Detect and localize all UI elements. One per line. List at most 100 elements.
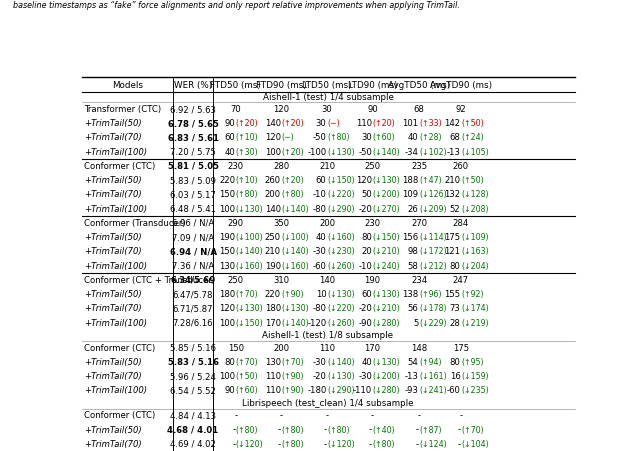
Text: (↑90): (↑90)	[282, 387, 304, 395]
Text: (↓128): (↓128)	[461, 190, 488, 199]
Text: 10: 10	[316, 290, 326, 299]
Text: 100: 100	[219, 318, 236, 327]
Text: (↓260): (↓260)	[327, 318, 355, 327]
Text: +TrimTail(100): +TrimTail(100)	[84, 387, 148, 395]
Text: -90: -90	[358, 318, 372, 327]
Text: 247: 247	[453, 276, 469, 285]
Text: (↓290): (↓290)	[327, 205, 355, 214]
Text: -60: -60	[312, 262, 326, 271]
Text: (↓219): (↓219)	[461, 318, 488, 327]
Text: Conformer (CTC): Conformer (CTC)	[84, 162, 156, 171]
Text: (↑33): (↑33)	[419, 119, 442, 128]
Text: -10: -10	[312, 190, 326, 199]
Text: 7.28/6.16: 7.28/6.16	[173, 318, 213, 327]
Text: (↓124): (↓124)	[419, 440, 447, 449]
Text: (↑30): (↑30)	[236, 148, 259, 157]
Text: 250: 250	[228, 276, 244, 285]
Text: 142: 142	[444, 119, 460, 128]
Text: +TrimTail(100): +TrimTail(100)	[84, 148, 148, 157]
Text: (↓270): (↓270)	[372, 205, 400, 214]
Text: 170: 170	[365, 344, 381, 353]
Text: FTD50 (ms): FTD50 (ms)	[211, 81, 261, 90]
Text: LTD50 (ms): LTD50 (ms)	[302, 81, 352, 90]
Text: 40: 40	[316, 233, 326, 242]
Text: (↓104): (↓104)	[461, 440, 488, 449]
Text: 284: 284	[453, 219, 469, 228]
Text: (↓140): (↓140)	[372, 148, 400, 157]
Text: -20: -20	[358, 205, 372, 214]
Text: (↑60): (↑60)	[236, 387, 259, 395]
Text: (↑10): (↑10)	[236, 133, 259, 143]
Text: Transformer (CTC): Transformer (CTC)	[84, 105, 161, 114]
Text: (↑20): (↑20)	[282, 148, 304, 157]
Text: 6.47/5.78: 6.47/5.78	[173, 290, 213, 299]
Text: (↑95): (↑95)	[461, 358, 483, 367]
Text: (↓126): (↓126)	[419, 190, 447, 199]
Text: (↓130): (↓130)	[372, 290, 400, 299]
Text: (↓140): (↓140)	[327, 358, 355, 367]
Text: -: -	[371, 411, 374, 420]
Text: 6.92 / 5.63: 6.92 / 5.63	[170, 105, 216, 114]
Text: 60: 60	[316, 176, 326, 185]
Text: (↓140): (↓140)	[282, 205, 309, 214]
Text: 58: 58	[408, 262, 419, 271]
Text: (↓150): (↓150)	[236, 318, 264, 327]
Text: 90: 90	[225, 119, 236, 128]
Text: 120: 120	[356, 176, 372, 185]
Text: (↓209): (↓209)	[419, 205, 447, 214]
Text: (↑80): (↑80)	[327, 426, 349, 435]
Text: 6.48 / 5.41: 6.48 / 5.41	[170, 205, 216, 214]
Text: (↑70): (↑70)	[461, 426, 484, 435]
Text: -34: -34	[404, 148, 419, 157]
Text: 220: 220	[265, 290, 281, 299]
Text: (↓240): (↓240)	[372, 262, 400, 271]
Text: 140: 140	[319, 276, 335, 285]
Text: 60: 60	[225, 133, 236, 143]
Text: baseline timestamps as “fake” force alignments and only report relative improvem: baseline timestamps as “fake” force alig…	[13, 1, 460, 10]
Text: (↑94): (↑94)	[419, 358, 442, 367]
Text: 150: 150	[228, 344, 244, 353]
Text: (↓230): (↓230)	[327, 248, 355, 256]
Text: 5.83 / 5.09: 5.83 / 5.09	[170, 176, 216, 185]
Text: -13: -13	[447, 148, 460, 157]
Text: 80: 80	[449, 358, 460, 367]
Text: Conformer (Transducer): Conformer (Transducer)	[84, 219, 186, 228]
Text: 130: 130	[265, 358, 281, 367]
Text: (↓140): (↓140)	[282, 318, 309, 327]
Text: 130: 130	[219, 262, 236, 271]
Text: +TrimTail(50): +TrimTail(50)	[84, 290, 142, 299]
Text: (↑80): (↑80)	[282, 440, 304, 449]
Text: 140: 140	[265, 205, 281, 214]
Text: 73: 73	[450, 304, 460, 313]
Text: (↓200): (↓200)	[372, 372, 400, 381]
Text: 175: 175	[453, 344, 469, 353]
Text: 200: 200	[319, 219, 335, 228]
Text: 150: 150	[219, 190, 236, 199]
Text: (↓130): (↓130)	[327, 148, 355, 157]
Text: (↓105): (↓105)	[461, 148, 488, 157]
Text: (↓150): (↓150)	[327, 176, 355, 185]
Text: -: -	[278, 426, 281, 435]
Text: 40: 40	[408, 133, 419, 143]
Text: (↑20): (↑20)	[236, 119, 259, 128]
Text: 7.09 / N/A: 7.09 / N/A	[172, 233, 214, 242]
Text: (↓130): (↓130)	[236, 304, 264, 313]
Text: 170: 170	[265, 318, 281, 327]
Text: (↑70): (↑70)	[236, 358, 259, 367]
Text: (↓120): (↓120)	[236, 440, 264, 449]
Text: -180: -180	[307, 387, 326, 395]
Text: 175: 175	[444, 233, 460, 242]
Text: -: -	[232, 440, 236, 449]
Text: 180: 180	[264, 304, 281, 313]
Text: 230: 230	[228, 162, 244, 171]
Text: (↓200): (↓200)	[372, 190, 400, 199]
Text: -: -	[417, 411, 420, 420]
Text: (↓140): (↓140)	[282, 248, 309, 256]
Text: (↓235): (↓235)	[461, 387, 488, 395]
Text: (↓241): (↓241)	[419, 387, 447, 395]
Text: (↓280): (↓280)	[372, 387, 400, 395]
Text: 190: 190	[219, 233, 236, 242]
Text: 56: 56	[408, 304, 419, 313]
Text: 6.34/5.69: 6.34/5.69	[170, 276, 216, 285]
Text: (↑20): (↑20)	[282, 119, 304, 128]
